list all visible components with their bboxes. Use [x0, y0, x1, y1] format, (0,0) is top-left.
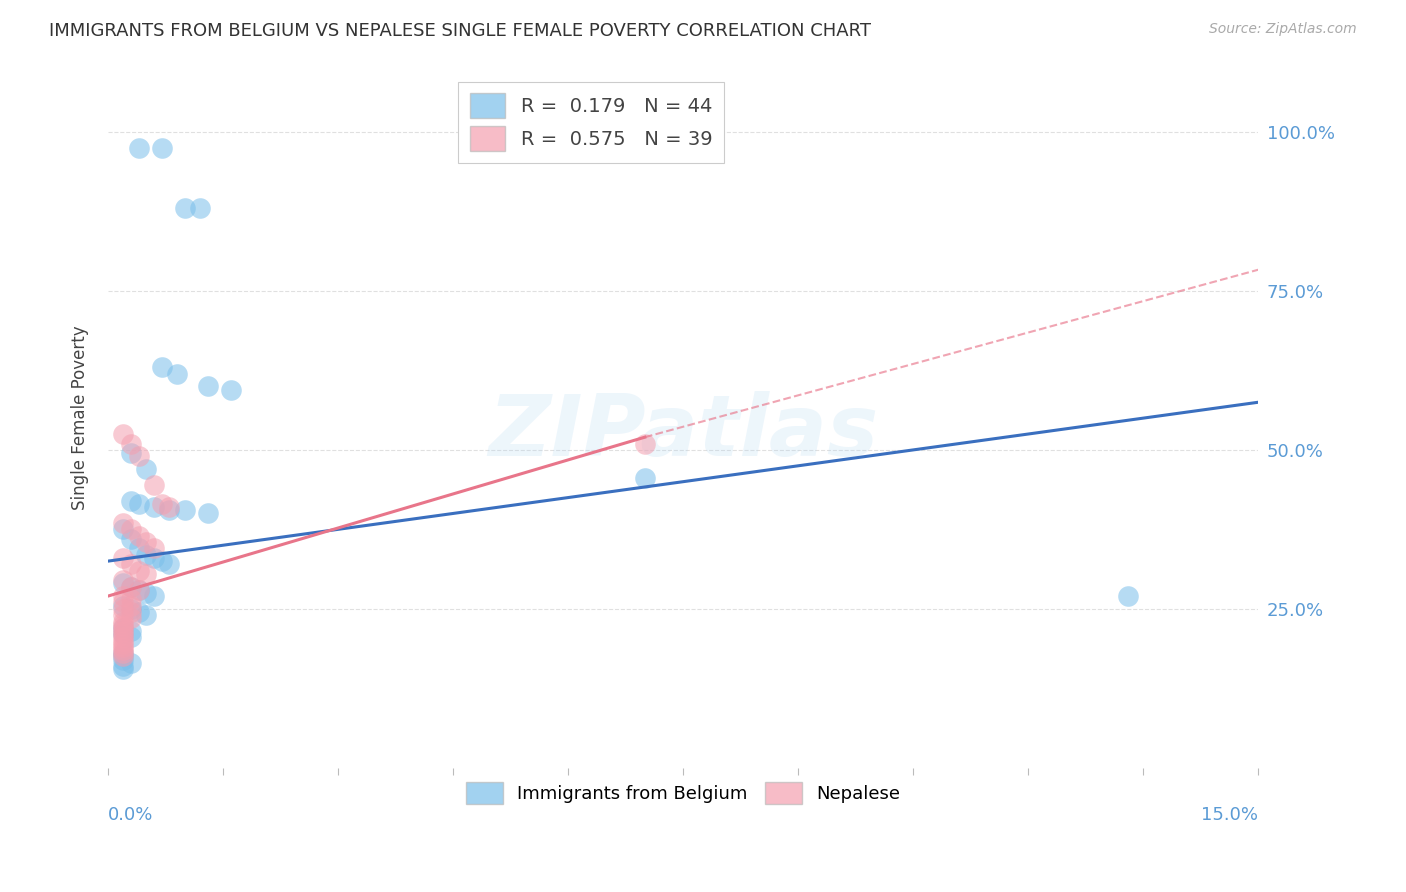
Point: [143, 551, 166, 566]
Point: [112, 640, 135, 654]
Point: [112, 631, 135, 645]
Point: [120, 493, 142, 508]
Point: [112, 617, 135, 632]
Point: [219, 383, 242, 397]
Point: [150, 141, 173, 155]
Point: [143, 500, 166, 514]
Point: [112, 643, 135, 657]
Text: Source: ZipAtlas.com: Source: ZipAtlas.com: [1209, 22, 1357, 37]
Point: [112, 621, 135, 635]
Point: [157, 500, 180, 514]
Point: [112, 649, 135, 664]
Point: [634, 436, 657, 450]
Point: [128, 141, 150, 155]
Point: [143, 478, 166, 492]
Point: [120, 656, 142, 670]
Point: [135, 586, 157, 600]
Point: [112, 608, 135, 623]
Point: [120, 558, 142, 572]
Point: [128, 449, 150, 463]
Point: [112, 624, 135, 638]
Point: [112, 659, 135, 673]
Point: [143, 541, 166, 556]
Point: [120, 599, 142, 613]
Point: [120, 624, 142, 638]
Point: [634, 471, 657, 485]
Point: [120, 631, 142, 645]
Point: [112, 427, 135, 442]
Point: [128, 529, 150, 543]
Point: [128, 605, 150, 619]
Point: [120, 605, 142, 619]
Point: [197, 379, 219, 393]
Point: [135, 566, 157, 581]
Point: [112, 649, 135, 664]
Point: [112, 595, 135, 609]
Point: [120, 611, 142, 625]
Point: [112, 615, 135, 629]
Point: [112, 646, 135, 660]
Text: 15.0%: 15.0%: [1201, 806, 1258, 824]
Text: IMMIGRANTS FROM BELGIUM VS NEPALESE SINGLE FEMALE POVERTY CORRELATION CHART: IMMIGRANTS FROM BELGIUM VS NEPALESE SING…: [49, 22, 872, 40]
Point: [112, 516, 135, 530]
Text: 0.0%: 0.0%: [108, 806, 153, 824]
Legend: Immigrants from Belgium, Nepalese: Immigrants from Belgium, Nepalese: [460, 774, 907, 811]
Point: [135, 608, 157, 623]
Point: [112, 573, 135, 587]
Point: [112, 662, 135, 676]
Point: [173, 202, 195, 216]
Y-axis label: Single Female Poverty: Single Female Poverty: [72, 326, 89, 510]
Point: [135, 462, 157, 476]
Point: [128, 582, 150, 597]
Point: [112, 599, 135, 613]
Point: [112, 633, 135, 648]
Point: [150, 360, 173, 375]
Point: [112, 653, 135, 667]
Point: [128, 541, 150, 556]
Point: [112, 646, 135, 660]
Point: [112, 602, 135, 616]
Point: [143, 589, 166, 603]
Point: [1116, 589, 1139, 603]
Point: [128, 564, 150, 578]
Text: ZIPatlas: ZIPatlas: [488, 391, 879, 474]
Point: [173, 503, 195, 517]
Point: [135, 535, 157, 549]
Point: [157, 558, 180, 572]
Point: [188, 202, 211, 216]
Point: [120, 580, 142, 594]
Point: [112, 576, 135, 591]
Point: [112, 627, 135, 641]
Point: [157, 503, 180, 517]
Point: [120, 446, 142, 460]
Point: [112, 551, 135, 566]
Point: [120, 602, 142, 616]
Point: [120, 592, 142, 607]
Point: [120, 580, 142, 594]
Point: [112, 589, 135, 603]
Point: [135, 548, 157, 562]
Point: [120, 522, 142, 536]
Point: [112, 637, 135, 651]
Point: [197, 507, 219, 521]
Point: [120, 532, 142, 546]
Point: [128, 582, 150, 597]
Point: [120, 436, 142, 450]
Point: [166, 367, 188, 381]
Point: [112, 522, 135, 536]
Point: [150, 497, 173, 511]
Point: [150, 554, 173, 568]
Point: [128, 497, 150, 511]
Point: [112, 621, 135, 635]
Point: [112, 627, 135, 641]
